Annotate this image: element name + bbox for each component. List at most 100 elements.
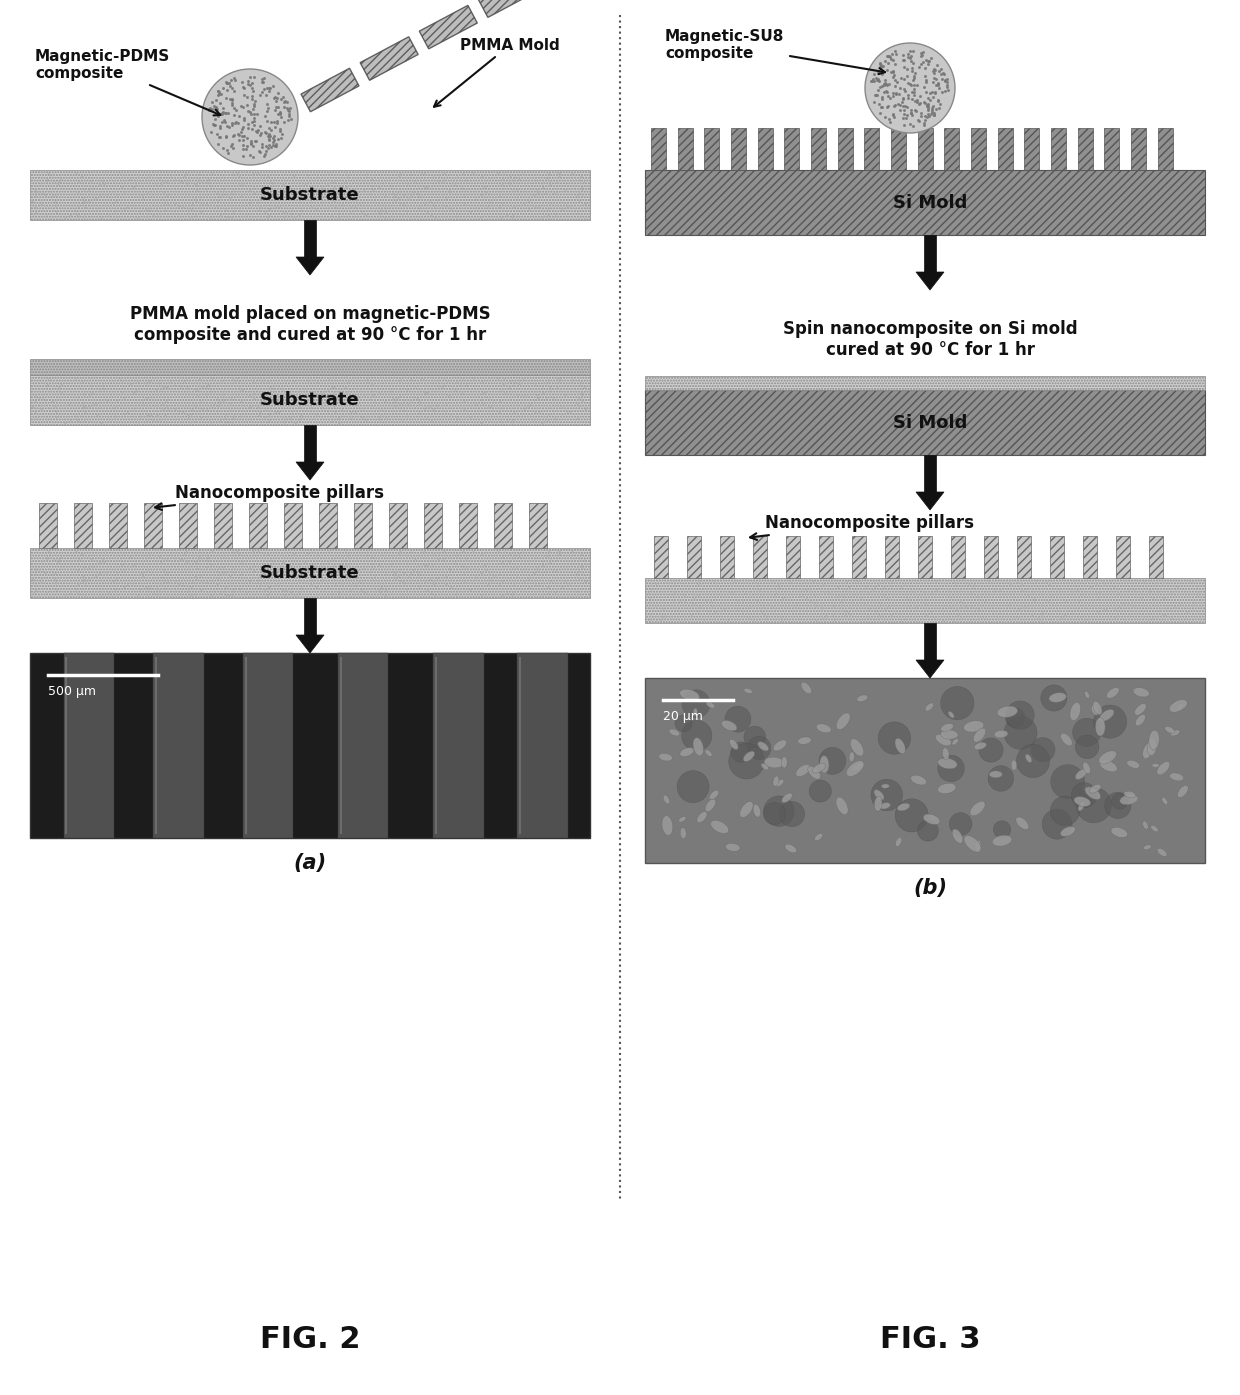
Point: [95, 365, 115, 388]
Point: [436, 194, 456, 216]
Point: [93, 378, 113, 400]
Point: [181, 576, 201, 598]
Point: [851, 587, 870, 610]
Point: [569, 190, 589, 212]
Ellipse shape: [897, 804, 910, 810]
Point: [265, 180, 285, 202]
Point: [198, 169, 218, 191]
Point: [73, 187, 93, 209]
Point: [397, 174, 417, 197]
Point: [547, 541, 567, 564]
Point: [154, 180, 174, 202]
Point: [346, 184, 366, 206]
Point: [129, 166, 149, 188]
Bar: [1017, 536, 1030, 578]
Point: [1081, 578, 1101, 600]
Point: [466, 197, 486, 219]
Point: [37, 169, 57, 191]
Point: [151, 566, 171, 589]
Point: [937, 578, 957, 600]
Bar: [38, 504, 57, 548]
Point: [532, 206, 552, 229]
Point: [317, 402, 337, 424]
Point: [138, 405, 157, 427]
Point: [441, 198, 461, 220]
Point: [362, 379, 382, 402]
Point: [572, 184, 591, 206]
Point: [357, 367, 377, 389]
Point: [662, 589, 682, 611]
Ellipse shape: [709, 790, 719, 799]
Point: [314, 382, 334, 405]
Point: [1162, 582, 1182, 604]
Point: [177, 550, 197, 572]
Point: [661, 569, 681, 591]
Ellipse shape: [1075, 769, 1086, 780]
Point: [448, 371, 467, 393]
Point: [112, 166, 131, 188]
Text: Nanocomposite pillars: Nanocomposite pillars: [155, 484, 384, 511]
Point: [769, 573, 789, 596]
Point: [497, 582, 517, 604]
Point: [743, 610, 763, 632]
Point: [417, 406, 436, 428]
Bar: [459, 504, 476, 548]
Point: [386, 395, 405, 417]
Point: [112, 370, 131, 392]
Circle shape: [988, 766, 1013, 791]
Point: [140, 371, 160, 393]
Bar: [284, 504, 301, 548]
Point: [414, 554, 434, 576]
Bar: [852, 536, 866, 578]
Point: [340, 578, 360, 600]
Point: [366, 391, 386, 413]
Point: [362, 545, 382, 568]
Point: [859, 605, 879, 628]
Point: [547, 550, 567, 572]
Point: [823, 594, 843, 617]
Point: [639, 608, 658, 631]
Point: [36, 580, 56, 603]
Point: [275, 406, 295, 428]
Point: [289, 554, 309, 576]
Point: [72, 543, 92, 565]
Ellipse shape: [761, 763, 769, 770]
Point: [471, 585, 491, 607]
Point: [446, 410, 466, 432]
Point: [363, 384, 383, 406]
Circle shape: [993, 820, 1011, 838]
Point: [508, 167, 528, 190]
Point: [455, 562, 475, 585]
Point: [329, 412, 348, 434]
Point: [536, 181, 556, 204]
Point: [93, 374, 113, 396]
Point: [352, 194, 372, 216]
Ellipse shape: [1178, 785, 1188, 798]
Point: [50, 170, 69, 193]
Point: [562, 544, 582, 566]
Point: [212, 371, 232, 393]
Point: [445, 552, 465, 575]
Point: [83, 555, 103, 578]
Point: [525, 195, 544, 218]
Point: [529, 400, 549, 423]
Point: [241, 191, 260, 213]
Point: [133, 562, 153, 585]
Point: [429, 170, 449, 193]
Ellipse shape: [975, 742, 986, 749]
Point: [91, 206, 110, 229]
Point: [771, 589, 791, 611]
Point: [76, 205, 95, 227]
Point: [259, 194, 279, 216]
Point: [170, 548, 190, 571]
Point: [407, 388, 427, 410]
Point: [95, 160, 115, 183]
Point: [190, 166, 210, 188]
Point: [425, 412, 445, 434]
Point: [314, 555, 334, 578]
Point: [260, 377, 280, 399]
Point: [448, 166, 467, 188]
Point: [904, 591, 924, 614]
Point: [99, 580, 119, 603]
Point: [1115, 608, 1135, 631]
